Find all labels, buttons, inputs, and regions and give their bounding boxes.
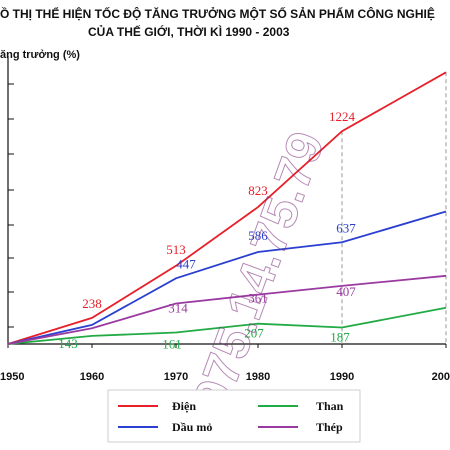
series-line-2 (7, 306, 447, 345)
data-label-3-1980: 361 (248, 291, 268, 306)
series-line-1 (7, 210, 447, 345)
legend: Điện Dầu mỏ Than Thép (107, 389, 361, 443)
data-label-1-1990: 637 (336, 220, 356, 235)
data-label-2-1980: 207 (244, 326, 264, 341)
data-label-0-1980: 823 (248, 183, 268, 198)
reference-lines (341, 72, 447, 344)
data-label-2-1970: 161 (162, 336, 182, 351)
legend-label-than: Than (316, 399, 344, 413)
x-tick-label-1980: 1980 (246, 371, 270, 383)
data-label-2-1960: 143 (58, 336, 78, 351)
x-tick-label-1950: 1950 (0, 371, 24, 383)
series-lines (7, 71, 447, 345)
legend-label-dien: Điện (172, 399, 196, 413)
x-tick-label-1960: 1960 (80, 371, 104, 383)
data-labels: 238 513 823 1224 447 586 637 143 161 207 187 314 361… (58, 109, 356, 351)
data-label-2-1990: 187 (330, 330, 350, 345)
data-label-1-1970: 447 (176, 256, 196, 271)
data-label-1-1980: 586 (248, 228, 268, 243)
y-axis-label: ăng trưởng (%) (0, 49, 80, 61)
data-label-3-1990: 407 (336, 284, 356, 299)
chart-title-line-1: Ồ THỊ THỂ HIỆN TỐC ĐỘ TĂNG TRƯỞNG MỘT SỐ… (0, 6, 435, 21)
data-label-0-1970: 513 (166, 242, 186, 257)
axes (7, 56, 447, 348)
legend-label-dau-mo: Dầu mỏ (172, 420, 212, 434)
legend-label-thep: Thép (316, 420, 343, 434)
data-label-0-1990: 1224 (329, 109, 356, 124)
data-label-3-1970: 314 (168, 300, 188, 315)
x-tick-label-2003: 200 (432, 371, 450, 383)
series-line-3 (7, 274, 447, 345)
x-tick-label-1990: 1990 (330, 371, 354, 383)
series-line-0 (7, 71, 447, 345)
x-tick-label-1970: 1970 (164, 371, 188, 383)
chart-title-line-2: CỦA THẾ GIỚI, THỜI KÌ 1990 - 2003 (88, 24, 290, 39)
x-tick-labels: 1950 1960 1970 1980 1990 200 (0, 371, 450, 383)
data-label-0-1960: 238 (82, 296, 102, 311)
legend-box (107, 389, 361, 443)
